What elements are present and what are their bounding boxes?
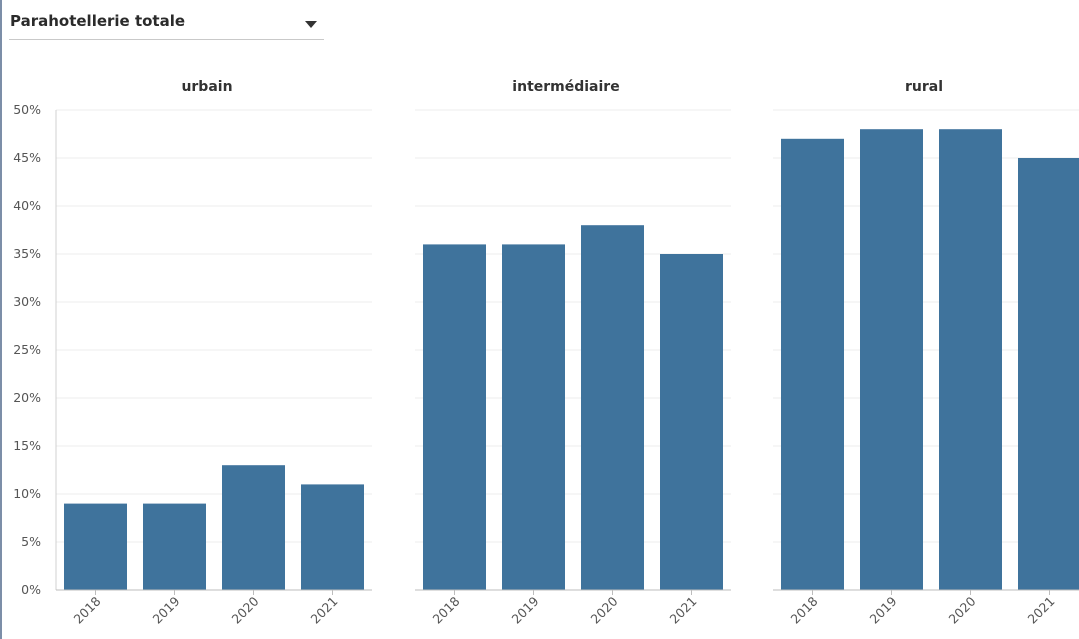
y-tick-label: 40% <box>13 198 41 213</box>
panel-title: urbain <box>181 79 232 95</box>
x-tick-label: 2020 <box>946 593 979 626</box>
x-tick-label: 2021 <box>308 594 341 627</box>
y-tick-label: 0% <box>21 582 41 597</box>
panel-title: intermédiaire <box>512 79 619 95</box>
x-tick-label: 2019 <box>867 593 900 626</box>
bar <box>1018 158 1079 590</box>
dropdown-selected-value: Parahotellerie totale <box>10 12 186 30</box>
bar <box>64 503 127 590</box>
panel-title: rural <box>905 79 943 95</box>
x-tick-label: 2018 <box>430 593 463 626</box>
y-tick-label: 50% <box>13 102 41 117</box>
y-tick-label: 5% <box>21 534 41 549</box>
x-tick-label: 2018 <box>788 593 821 626</box>
x-tick-label: 2020 <box>229 593 262 626</box>
x-tick-label: 2021 <box>1025 594 1058 627</box>
bar <box>423 244 486 590</box>
bar <box>301 484 364 590</box>
y-tick-label: 10% <box>13 486 41 501</box>
bar <box>939 129 1002 590</box>
caret-down-icon[interactable] <box>305 21 317 28</box>
x-tick-label: 2020 <box>588 593 621 626</box>
bar <box>660 254 723 590</box>
y-tick-label: 45% <box>13 150 41 165</box>
x-tick-label: 2018 <box>71 593 104 626</box>
y-tick-label: 25% <box>13 342 41 357</box>
bar <box>781 138 844 591</box>
bar <box>581 225 644 590</box>
x-tick-label: 2019 <box>509 593 542 626</box>
bar <box>860 129 923 590</box>
y-tick-label: 20% <box>13 390 41 405</box>
category-dropdown[interactable]: Parahotellerie totale <box>9 6 324 40</box>
y-tick-label: 35% <box>13 246 41 261</box>
x-tick-label: 2021 <box>667 594 700 627</box>
bar <box>222 465 285 590</box>
bar <box>143 503 206 590</box>
bar <box>502 244 565 590</box>
left-rail <box>0 0 2 639</box>
y-tick-label: 15% <box>13 438 41 453</box>
y-tick-label: 30% <box>13 294 41 309</box>
x-tick-label: 2019 <box>150 593 183 626</box>
